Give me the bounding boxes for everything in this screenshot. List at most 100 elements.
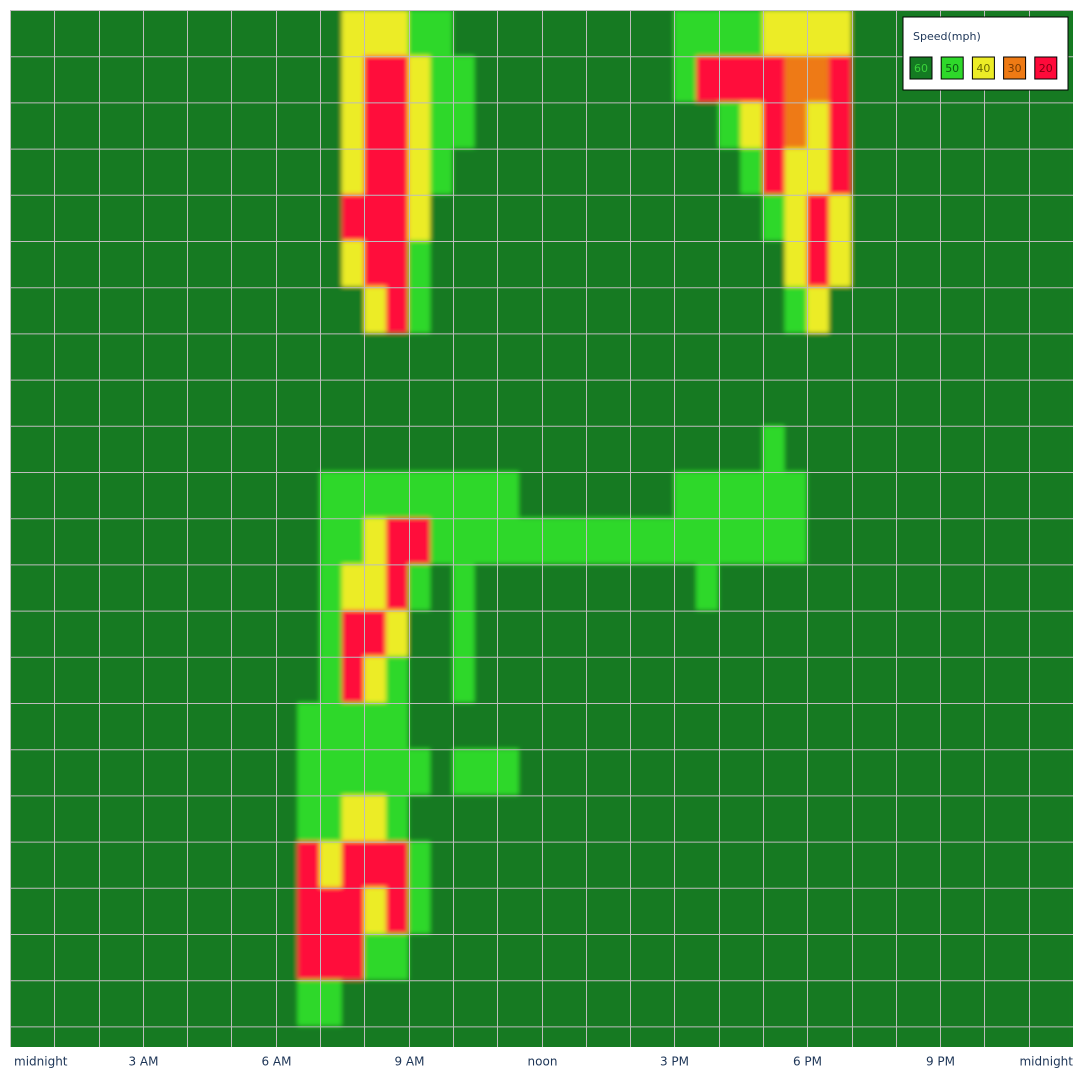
cell	[1006, 748, 1030, 796]
cell	[319, 101, 343, 150]
cell	[385, 1025, 410, 1047]
cell	[53, 425, 77, 473]
cell	[208, 286, 232, 334]
cell	[31, 517, 55, 565]
cell	[828, 702, 853, 750]
cell	[585, 748, 609, 796]
cell	[164, 656, 188, 704]
cell	[917, 425, 941, 473]
cell	[319, 55, 343, 103]
cell	[518, 55, 542, 103]
cell	[762, 794, 786, 843]
cell	[496, 240, 520, 288]
cell	[496, 563, 520, 612]
cell	[319, 610, 343, 658]
cell	[275, 748, 299, 796]
cell	[186, 610, 210, 658]
cell	[651, 10, 675, 57]
cell	[275, 425, 299, 473]
legend-swatch	[1034, 56, 1058, 80]
cell	[53, 702, 77, 750]
cell	[31, 794, 55, 843]
cell	[762, 471, 786, 519]
cell	[762, 933, 786, 981]
cell	[673, 379, 698, 427]
cell	[275, 517, 299, 565]
cell	[164, 240, 188, 288]
cell	[585, 101, 609, 150]
cell	[718, 10, 742, 57]
cell	[297, 55, 321, 103]
cell	[75, 748, 100, 796]
cell	[873, 332, 897, 381]
cell	[164, 702, 188, 750]
cell	[917, 979, 941, 1027]
cell	[75, 933, 100, 981]
x-tick-label: midnight	[14, 1055, 68, 1069]
cell	[297, 748, 321, 796]
cell	[673, 656, 698, 704]
cell	[873, 656, 897, 704]
cell	[142, 933, 166, 981]
cell	[651, 148, 675, 196]
cell	[629, 240, 653, 288]
cell	[585, 240, 609, 288]
cell	[939, 794, 963, 843]
cell	[98, 517, 122, 565]
cell	[983, 702, 1008, 750]
cell	[607, 748, 631, 796]
cell	[740, 101, 764, 150]
cell	[319, 379, 343, 427]
cell	[762, 148, 786, 196]
cell	[186, 748, 210, 796]
cell	[142, 148, 166, 196]
cell	[651, 933, 675, 981]
cell	[496, 979, 520, 1027]
cell	[452, 656, 476, 704]
cell	[186, 979, 210, 1027]
cell	[230, 979, 255, 1027]
cell	[696, 425, 720, 473]
cell	[186, 332, 210, 381]
cell	[696, 517, 720, 565]
cell	[253, 148, 277, 196]
cell	[98, 148, 122, 196]
cell	[673, 933, 698, 981]
cell	[408, 933, 432, 981]
cell	[53, 656, 77, 704]
legend-swatch	[971, 56, 995, 80]
cell	[430, 425, 454, 473]
cell	[518, 794, 542, 843]
cell	[607, 933, 631, 981]
cell	[851, 610, 875, 658]
cell	[939, 148, 963, 196]
cell	[164, 979, 188, 1027]
cell	[518, 656, 542, 704]
cell	[939, 332, 963, 381]
cell	[496, 10, 520, 57]
cell	[673, 286, 698, 334]
cell	[828, 1025, 853, 1047]
cell	[784, 471, 808, 519]
cell	[208, 471, 232, 519]
cell	[784, 332, 808, 381]
x-tick-label: noon	[528, 1055, 558, 1069]
cell	[319, 563, 343, 612]
cell	[341, 10, 365, 57]
cell	[873, 794, 897, 843]
cell	[806, 10, 830, 57]
cell	[297, 148, 321, 196]
cell	[585, 702, 609, 750]
cell	[275, 10, 299, 57]
cell	[363, 471, 387, 519]
cell	[851, 517, 875, 565]
cell	[673, 425, 698, 473]
cell	[673, 55, 698, 103]
cell	[496, 748, 520, 796]
cell	[208, 748, 232, 796]
cell	[873, 286, 897, 334]
cell	[1028, 471, 1052, 519]
cell	[828, 286, 853, 334]
cell	[518, 148, 542, 196]
cell	[939, 656, 963, 704]
